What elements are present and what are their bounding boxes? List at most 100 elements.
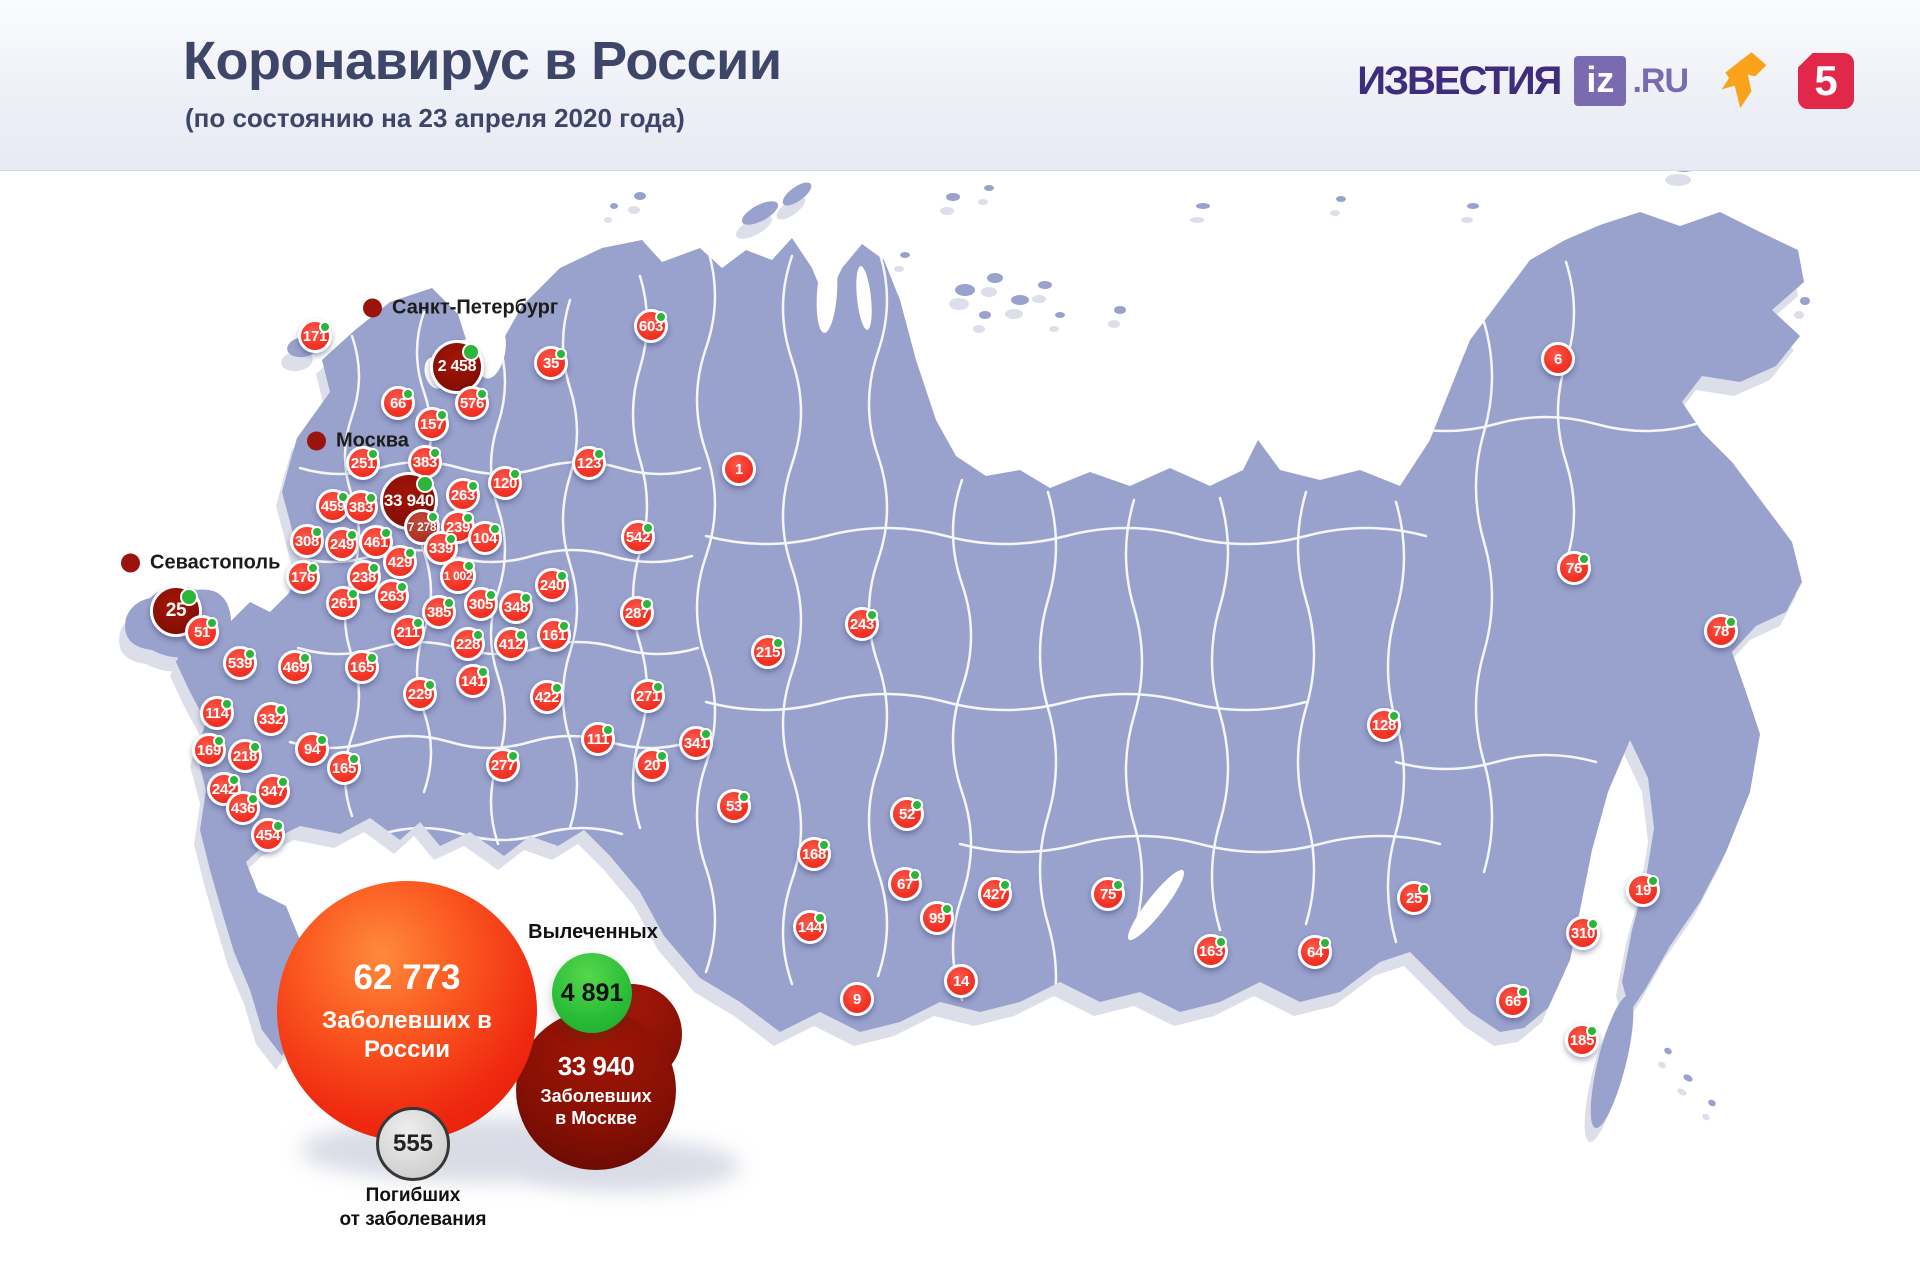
region-case-count: 52 xyxy=(898,805,916,823)
city-name: Санкт-Петербург xyxy=(392,296,559,319)
region-case-count: 99 xyxy=(928,909,946,927)
recovered-dot-icon xyxy=(412,617,424,629)
recovered-dot-icon xyxy=(909,869,921,881)
region-bubble: 104 xyxy=(468,521,502,555)
recovered-dot-icon xyxy=(404,547,416,559)
ren-tv-logo[interactable] xyxy=(1716,50,1772,112)
recovered-dot-icon xyxy=(319,321,331,333)
channel-five-digit: 5 xyxy=(1814,57,1838,104)
recovered-dot-icon xyxy=(476,388,488,400)
region-case-count: 53 xyxy=(725,797,743,815)
region-bubble: 461 xyxy=(359,525,393,559)
region-case-count: 76 xyxy=(1565,559,1583,577)
region-case-count: 2 458 xyxy=(437,358,477,375)
city-name: Москва xyxy=(336,429,409,452)
city-label-Москва: Москва xyxy=(307,430,409,453)
recovered-dot-icon xyxy=(445,533,457,545)
region-bubble: 99 xyxy=(920,901,954,935)
region-case-count: 66 xyxy=(1504,992,1522,1010)
region-case-count: 51 xyxy=(193,623,211,641)
recovered-dot-icon xyxy=(463,560,475,572)
channel-five-logo[interactable]: 5 xyxy=(1798,53,1854,109)
region-bubble: 120 xyxy=(488,466,522,500)
recovered-dot-icon xyxy=(249,741,261,753)
region-case-count: 20 xyxy=(643,756,661,774)
city-name: Севастополь xyxy=(150,551,281,574)
region-bubble: 128 xyxy=(1367,708,1401,742)
region-bubble: 261 xyxy=(326,586,360,620)
region-bubble: 383 xyxy=(344,490,378,524)
recovered-dot-icon xyxy=(299,652,311,664)
iz-ru-logo[interactable]: iz xyxy=(1574,56,1627,106)
recovered-dot-icon xyxy=(1388,710,1400,722)
recovered-dot-icon xyxy=(772,637,784,649)
recovered-dot-icon xyxy=(472,629,484,641)
region-bubble: 263 xyxy=(375,579,409,613)
region-bubble: 165 xyxy=(345,650,379,684)
region-bubble: 429 xyxy=(383,545,417,579)
region-bubble: 341 xyxy=(679,726,713,760)
region-bubble: 66 xyxy=(1496,984,1530,1018)
region-bubble: 25 xyxy=(1397,881,1431,915)
recovered-dot-icon xyxy=(221,698,233,710)
page-title: Коронавирус в России xyxy=(183,31,782,91)
recovered-dot-icon xyxy=(316,734,328,746)
region-case-count: 14 xyxy=(952,972,970,990)
recovered-dot-icon xyxy=(1725,616,1737,628)
region-bubble: 141 xyxy=(456,664,490,698)
region-bubble: 422 xyxy=(530,680,564,714)
region-case-count: 67 xyxy=(896,875,914,893)
region-case-count: 9 xyxy=(852,990,862,1008)
recovered-dot-icon xyxy=(485,589,497,601)
recovered-dot-icon xyxy=(275,704,287,716)
region-bubble: 169 xyxy=(192,733,226,767)
region-bubble: 228 xyxy=(451,627,485,661)
recovered-dot-icon xyxy=(642,522,654,534)
recovered-dot-icon xyxy=(814,912,826,924)
izvestia-logo[interactable]: ИЗВЕСТИЯ xyxy=(1357,58,1562,103)
region-bubble: 339 xyxy=(424,531,458,565)
recovered-dot-icon xyxy=(652,681,664,693)
region-bubble: 251 xyxy=(346,446,380,480)
recovered-dot-icon xyxy=(655,311,667,323)
region-bubble: 2 458 xyxy=(430,340,484,394)
region-bubble: 163 xyxy=(1194,934,1228,968)
region-bubble: 78 xyxy=(1704,614,1738,648)
iz-ru-suffix[interactable]: .RU xyxy=(1632,61,1689,100)
region-case-count: 25 xyxy=(1405,889,1423,907)
recovered-dot-icon xyxy=(277,776,289,788)
region-bubble: 20 xyxy=(635,748,669,782)
region-bubble: 263 xyxy=(446,478,480,512)
city-dot-icon xyxy=(121,553,140,573)
recovered-dot-icon xyxy=(346,529,358,541)
region-bubble: 454 xyxy=(251,818,285,852)
recovered-dot-icon xyxy=(555,348,567,360)
recovered-dot-icon xyxy=(467,480,479,492)
recovered-dot-icon xyxy=(656,750,668,762)
recovered-dot-icon xyxy=(462,512,474,524)
region-bubble: 218 xyxy=(228,739,262,773)
region-bubble: 165 xyxy=(327,751,361,785)
region-bubble: 243 xyxy=(845,607,879,641)
region-bubble: 19 xyxy=(1626,873,1660,907)
region-bubble: 14 xyxy=(944,964,978,998)
region-bubble: 52 xyxy=(890,797,924,831)
region-bubble: 211 xyxy=(391,615,425,649)
region-bubble: 157 xyxy=(415,407,449,441)
region-bubble: 542 xyxy=(621,520,655,554)
recovered-dot-icon xyxy=(272,820,284,832)
region-bubble: 385 xyxy=(422,595,456,629)
region-bubble: 51 xyxy=(185,615,219,649)
recovered-dot-icon xyxy=(489,523,501,535)
recovered-dot-icon xyxy=(443,597,455,609)
recovered-dot-icon xyxy=(1418,883,1430,895)
recovered-dot-icon xyxy=(1517,986,1529,998)
region-case-count: 25 xyxy=(165,600,187,621)
recovered-dot-icon xyxy=(1586,1025,1598,1037)
recovered-dot-icon xyxy=(738,791,750,803)
region-bubble: 1 002 xyxy=(440,558,476,594)
region-bubble: 332 xyxy=(254,702,288,736)
recovered-dot-icon xyxy=(228,774,240,786)
region-case-count: 7 278 xyxy=(407,520,437,534)
